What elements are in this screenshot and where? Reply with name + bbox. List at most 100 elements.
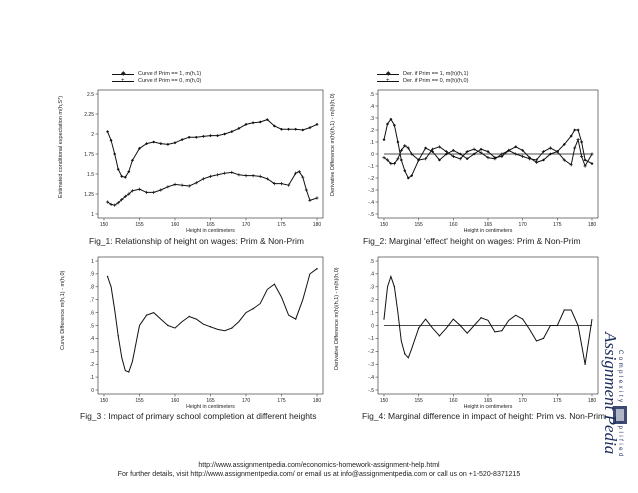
fig1-plot-frame bbox=[97, 89, 324, 219]
fig4-caption: Fig_4: Marginal difference in impact of … bbox=[362, 411, 606, 421]
fig4-y-tick-label: -.2 bbox=[368, 349, 374, 355]
fig1-series-2-point bbox=[216, 173, 220, 177]
fig4-y-tick-label: -.1 bbox=[368, 336, 374, 342]
fig1-series-1-point bbox=[294, 127, 298, 131]
fig1-series-2-point bbox=[105, 200, 110, 204]
fig1-x-axis-label: Height in centimeters bbox=[186, 228, 235, 234]
fig2-series-2-point bbox=[541, 150, 546, 154]
fig2-series-1-point bbox=[458, 152, 462, 156]
fig2-series-1-point bbox=[410, 174, 414, 178]
fig4-x-tick-label: 170 bbox=[518, 398, 527, 404]
fig1-series-1-point bbox=[209, 134, 212, 138]
fig4-series-1-point bbox=[417, 327, 420, 329]
fig2-x-tick-label: 170 bbox=[518, 222, 527, 228]
diamond-marker-icon: ◆ bbox=[386, 71, 391, 77]
svg-text:Complexity simplified: Complexity simplified bbox=[617, 350, 623, 459]
fig2-series-1-point bbox=[548, 152, 552, 156]
fig2-series-2-point bbox=[389, 162, 393, 166]
fig2-series-2-point bbox=[410, 152, 414, 156]
fig2-caption: Fig_2: Marginal 'effect' height on wages… bbox=[363, 236, 581, 246]
fig1-series-2-point bbox=[137, 187, 142, 191]
fig1-series-2-point bbox=[301, 175, 305, 179]
fig4-x-tick-label: 155 bbox=[414, 398, 423, 404]
fig4-y-axis-label: Derivative Difference m(h)(h,1) - m(h)(h… bbox=[334, 267, 341, 370]
fig4-y-tick-label: 0 bbox=[371, 323, 374, 329]
footer-contact[interactable]: For further details, visit http://www.as… bbox=[117, 471, 521, 478]
fig1-series-1-point bbox=[187, 135, 191, 139]
fig2-series-1-point bbox=[403, 169, 407, 173]
fig3-y-axis-label: Curve Difference m(h,1) - m(h,0) bbox=[60, 271, 67, 350]
fig2-legend: ◆ Der. if Prim == 1, m(h)(h,1) + Der. if… bbox=[377, 71, 468, 85]
footer-url[interactable]: http://www.assignmentpedia.com/economics… bbox=[198, 462, 440, 469]
fig1-series-2-point bbox=[120, 198, 124, 202]
fig4-series-1-point bbox=[459, 324, 461, 327]
fig1-legend-label-1: Curve if Prim == 1, m(h,1) bbox=[138, 71, 202, 77]
fig2-x-tick-label: 160 bbox=[449, 222, 458, 228]
fig2-series-2-point bbox=[392, 162, 396, 166]
fig4-y-tick-label: -.3 bbox=[368, 362, 374, 368]
fig4-y-tick-label: .5 bbox=[370, 259, 374, 265]
fig4-x-tick-label: 165 bbox=[484, 398, 493, 404]
fig1-series-2-point bbox=[230, 170, 234, 174]
fig2-series-2-point bbox=[590, 152, 594, 156]
fig1-x-tick-label: 170 bbox=[242, 222, 251, 228]
fig2-series-1-point bbox=[424, 146, 428, 150]
fig1-series-1-point bbox=[244, 122, 248, 126]
fig2-series-1-point bbox=[569, 134, 573, 138]
fig3-y-tick-label: .8 bbox=[90, 285, 94, 291]
diamond-marker-icon: ◆ bbox=[121, 71, 126, 77]
fig1-caption: Fig_1: Relationship of height on wages: … bbox=[89, 236, 304, 246]
fig2-series-2-point bbox=[444, 150, 448, 154]
fig1-series-1-point bbox=[272, 124, 276, 128]
fig1-series-1-point bbox=[308, 126, 312, 130]
fig2-series-2-point bbox=[430, 147, 435, 151]
fig2-x-tick-label: 150 bbox=[380, 222, 389, 228]
fig3-series-1-point bbox=[209, 326, 212, 328]
fig1-series-1-point bbox=[173, 141, 177, 145]
fig1-series-1-point bbox=[109, 138, 113, 142]
fig1-x-tick-label: 165 bbox=[206, 222, 215, 228]
fig1-series-1-line bbox=[107, 119, 318, 178]
fig4-series-1-point bbox=[404, 353, 406, 355]
fig2-series-2-point bbox=[514, 152, 518, 156]
fig1-series-2-point bbox=[294, 171, 298, 175]
fig2-series-1-point bbox=[382, 138, 386, 142]
fig1-series-2-point bbox=[116, 201, 120, 205]
fig3-y-axis-label-text: Curve Difference m(h,1) - m(h,0) bbox=[60, 270, 66, 350]
fig3-x-tick-label: 180 bbox=[313, 398, 322, 404]
fig1-series-2-point bbox=[145, 190, 149, 194]
fig2-series-2-point bbox=[486, 156, 490, 160]
fig1-series-1-point bbox=[251, 121, 255, 125]
fig2-x-tick-label: 155 bbox=[414, 222, 423, 228]
fig1-series-1-point bbox=[280, 127, 283, 131]
fig1-series-1-point bbox=[123, 175, 127, 179]
fig2-y-tick-label: 0 bbox=[371, 152, 374, 158]
fig1-series-1-point bbox=[194, 135, 198, 139]
fig2-x-axis-label: Height in centimeters bbox=[464, 228, 513, 234]
legend-line-icon: + bbox=[377, 78, 399, 84]
fig1-series-1-point bbox=[145, 142, 149, 146]
fig3-series-1-point bbox=[316, 268, 318, 270]
fig2-series-2-point bbox=[417, 158, 421, 162]
fig2-series-1-point bbox=[451, 148, 455, 152]
fig2-series-1-point bbox=[437, 158, 441, 162]
fig2-x-tick-label: 175 bbox=[553, 222, 562, 228]
fig2-series-1-point bbox=[389, 117, 393, 121]
fig1-y-tick-label: 1.25 bbox=[84, 192, 94, 198]
fig2-series-1-line bbox=[383, 118, 593, 179]
fig3-y-tick-label: .1 bbox=[90, 375, 94, 381]
legend-line-icon: ◆ bbox=[112, 71, 134, 77]
fig1-series-2-point bbox=[130, 189, 134, 193]
fig4-series-1-line bbox=[383, 274, 593, 365]
fig3-y-tick-label: .3 bbox=[90, 349, 94, 355]
fig4-y-tick-label: .1 bbox=[370, 310, 374, 316]
fig4-y-tick-label: .2 bbox=[370, 298, 374, 304]
fig3-series-1-point bbox=[252, 308, 254, 310]
fig2-y-tick-label: -.3 bbox=[368, 188, 374, 194]
fig1-series-2-point bbox=[297, 170, 301, 174]
fig3-y-tick-label: .7 bbox=[90, 298, 94, 304]
fig3-y-tick-label: 1 bbox=[91, 259, 94, 265]
fig1-series-1-point bbox=[230, 130, 234, 134]
fig1-x-tick-label: 150 bbox=[100, 222, 109, 228]
